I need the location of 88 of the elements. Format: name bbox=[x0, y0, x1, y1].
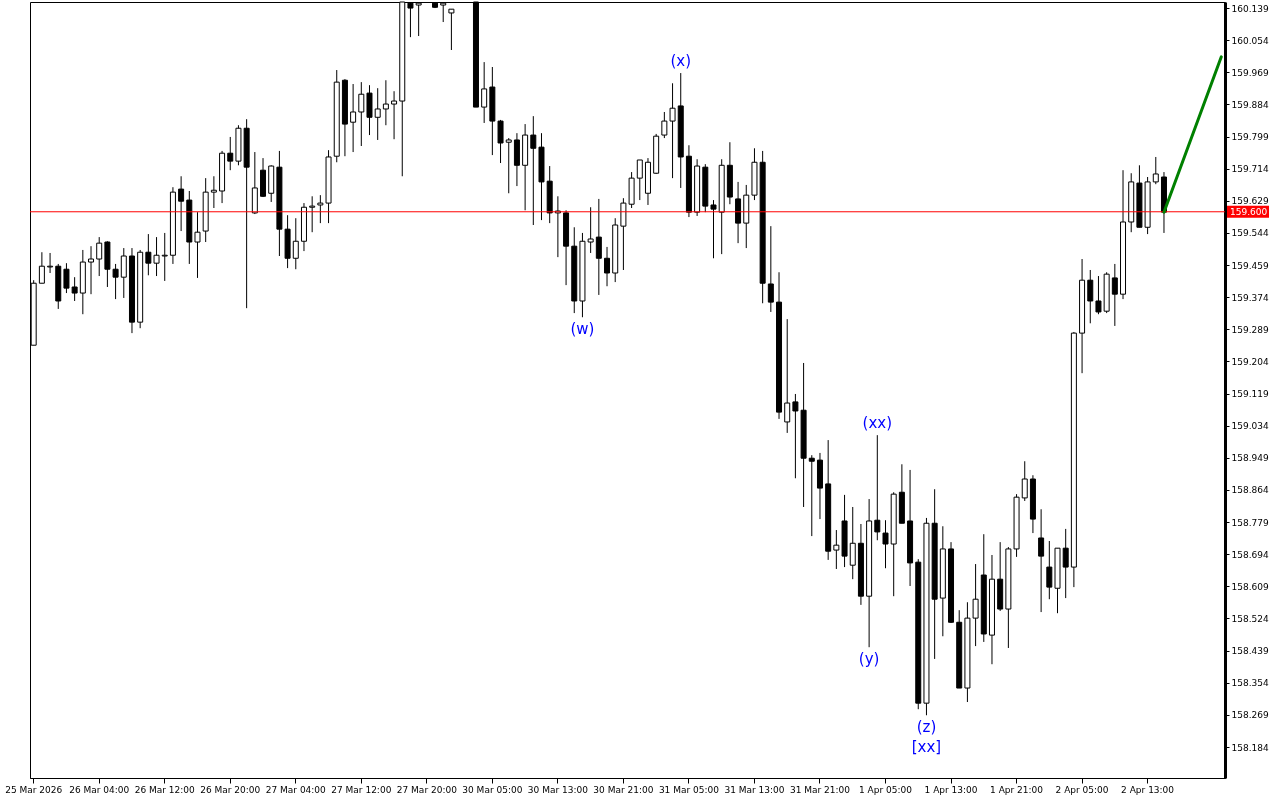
candlestick bbox=[448, 8, 455, 51]
candlestick bbox=[292, 217, 299, 270]
candlestick bbox=[1087, 269, 1094, 324]
y-tick-label: 158.949 bbox=[1231, 453, 1269, 464]
candlestick bbox=[88, 245, 95, 295]
y-tick-label: 158.184 bbox=[1231, 742, 1269, 753]
candlestick bbox=[1062, 528, 1069, 599]
candlestick bbox=[636, 159, 643, 201]
x-tick-label: 25 Mar 2026 bbox=[5, 784, 63, 795]
y-tick-label: 159.289 bbox=[1231, 324, 1269, 335]
x-tick-label: 30 Mar 21:00 bbox=[593, 784, 654, 795]
y-tick-label: 158.694 bbox=[1231, 549, 1269, 560]
y-tick-label: 159.884 bbox=[1231, 99, 1269, 110]
x-tick-label: 1 Apr 05:00 bbox=[859, 784, 913, 795]
x-tick-label: 26 Mar 04:00 bbox=[69, 784, 130, 795]
annotation: [xx] bbox=[911, 738, 942, 757]
x-tick-label: 2 Apr 05:00 bbox=[1055, 784, 1109, 795]
y-tick-label: 158.269 bbox=[1231, 710, 1269, 721]
candlestick bbox=[382, 79, 389, 126]
candlestick bbox=[1152, 156, 1159, 185]
candlestick bbox=[784, 318, 791, 434]
x-tick-label: 27 Mar 04:00 bbox=[265, 784, 327, 795]
candlestick bbox=[1046, 540, 1053, 600]
annotation: (y) bbox=[858, 650, 880, 669]
candlestick bbox=[849, 506, 856, 580]
candlestick bbox=[767, 225, 774, 313]
candlestick bbox=[604, 246, 611, 287]
annotation: (w) bbox=[570, 320, 595, 339]
x-tick-label: 30 Mar 13:00 bbox=[527, 784, 589, 795]
candlestick bbox=[210, 175, 217, 209]
y-tick-label: 158.609 bbox=[1231, 581, 1269, 592]
x-tick-label: 26 Mar 12:00 bbox=[134, 784, 196, 795]
candlestick bbox=[530, 115, 537, 226]
y-tick-label: 159.799 bbox=[1231, 132, 1269, 143]
candlestick bbox=[505, 137, 512, 194]
annotation: (z) bbox=[916, 718, 937, 737]
y-tick-label: 159.714 bbox=[1231, 164, 1269, 175]
annotation: (xx) bbox=[862, 414, 893, 433]
y-tick-label: 160.139 bbox=[1231, 3, 1269, 14]
candlestick bbox=[178, 175, 185, 232]
candlestick bbox=[96, 236, 103, 277]
x-tick-label: 26 Mar 20:00 bbox=[200, 784, 261, 795]
y-tick-label: 159.119 bbox=[1231, 389, 1269, 400]
y-tick-label: 160.054 bbox=[1231, 35, 1269, 46]
candlestick bbox=[554, 195, 561, 258]
y-tick-label: 159.034 bbox=[1231, 421, 1269, 432]
x-tick-label: 31 Mar 05:00 bbox=[658, 784, 720, 795]
candlestick bbox=[595, 198, 602, 296]
y-tick-label: 159.969 bbox=[1231, 67, 1269, 78]
x-tick-label: 1 Apr 13:00 bbox=[924, 784, 978, 795]
x-tick-label: 1 Apr 21:00 bbox=[990, 784, 1044, 795]
candlestick bbox=[1111, 263, 1118, 327]
x-tick-label: 27 Mar 20:00 bbox=[396, 784, 458, 795]
candlestick bbox=[120, 247, 127, 299]
y-tick-label: 158.439 bbox=[1231, 646, 1269, 657]
candlestick bbox=[350, 83, 357, 153]
candlestick bbox=[161, 232, 168, 282]
y-tick-label: 159.374 bbox=[1231, 292, 1269, 303]
y-tick-label: 159.629 bbox=[1231, 196, 1269, 207]
candlestick bbox=[47, 252, 54, 274]
candlestick bbox=[808, 454, 815, 537]
ref-line-label: 159.600 bbox=[1230, 206, 1268, 217]
candlestick bbox=[882, 519, 889, 569]
x-tick-label: 27 Mar 12:00 bbox=[331, 784, 392, 795]
y-tick-label: 158.779 bbox=[1231, 517, 1269, 528]
candlestick bbox=[374, 87, 381, 141]
candlestick bbox=[391, 90, 398, 140]
x-tick-label: 30 Mar 05:00 bbox=[462, 784, 523, 795]
y-tick-label: 158.864 bbox=[1231, 485, 1269, 496]
x-tick-label: 31 Mar 13:00 bbox=[724, 784, 785, 795]
candlestick bbox=[358, 81, 365, 147]
y-tick-label: 159.204 bbox=[1231, 356, 1269, 367]
candlestick bbox=[481, 61, 488, 124]
candlestick bbox=[1038, 508, 1045, 613]
x-tick-label: 2 Apr 13:00 bbox=[1121, 784, 1175, 795]
y-tick-label: 158.354 bbox=[1231, 678, 1269, 689]
y-tick-label: 159.544 bbox=[1231, 228, 1269, 239]
candlestick bbox=[309, 195, 316, 233]
x-tick-label: 31 Mar 21:00 bbox=[789, 784, 851, 795]
y-tick-label: 158.524 bbox=[1231, 613, 1269, 624]
candlestick bbox=[194, 211, 201, 279]
candlestick bbox=[874, 434, 881, 541]
candlestick bbox=[227, 136, 234, 171]
annotation: (x) bbox=[670, 52, 692, 71]
y-tick-label: 159.459 bbox=[1231, 260, 1269, 271]
candlestick bbox=[1021, 460, 1028, 502]
candlestick bbox=[710, 199, 717, 259]
candlestick bbox=[38, 251, 45, 284]
